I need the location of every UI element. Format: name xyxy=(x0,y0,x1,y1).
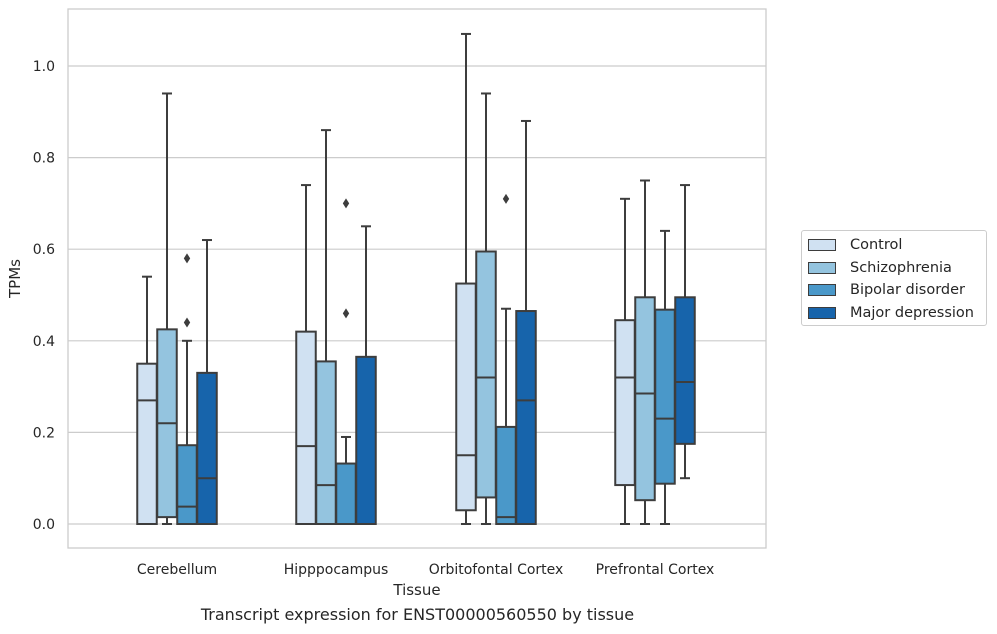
legend-swatch xyxy=(808,239,836,251)
outlier-point xyxy=(342,308,350,319)
legend-label: Control xyxy=(850,237,903,253)
plot-frame xyxy=(67,8,767,549)
outlier-point xyxy=(502,193,510,204)
y-tick-label: 0.0 xyxy=(33,517,55,533)
box-group xyxy=(614,197,636,525)
box-plots xyxy=(136,32,696,526)
box xyxy=(136,362,158,526)
box xyxy=(295,330,317,526)
box-group xyxy=(295,184,317,526)
figure-caption: Transcript expression for ENST0000056055… xyxy=(200,605,635,624)
y-tick-label: 1.0 xyxy=(33,59,55,75)
x-tick-label: Orbitofontal Cortex xyxy=(429,562,564,578)
outlier-point xyxy=(183,253,191,264)
x-tick-label: Cerebellum xyxy=(137,562,217,578)
box-group xyxy=(495,193,517,525)
box xyxy=(495,425,517,525)
y-tick-label: 0.2 xyxy=(33,425,55,441)
box xyxy=(614,319,636,487)
box-group xyxy=(355,225,377,525)
outlier-point xyxy=(183,317,191,328)
y-tick-label: 0.4 xyxy=(33,334,55,350)
box-group xyxy=(634,179,656,525)
box-group xyxy=(156,92,178,525)
box-group xyxy=(654,229,676,525)
legend-label: Major depression xyxy=(850,304,974,321)
legend: Control Schizophrenia Bipolar disorder Majo… xyxy=(801,230,987,326)
x-tick-label: Prefrontal Cortex xyxy=(596,562,715,578)
x-tick-labels: Cerebellum Hipppocampus Orbitofontal Corte… xyxy=(137,562,714,578)
box xyxy=(455,282,477,512)
y-axis-label: TPMs xyxy=(6,259,24,299)
y-tick-labels: 0.0 0.2 0.4 0.6 0.8 1.0 xyxy=(33,59,55,533)
box xyxy=(654,308,676,485)
legend-item: Bipolar disorder xyxy=(808,279,965,301)
box-group xyxy=(515,119,537,525)
box xyxy=(355,355,377,525)
box xyxy=(674,296,696,445)
legend-label: Schizophrenia xyxy=(850,259,952,276)
x-axis-label: Tissue xyxy=(392,581,440,599)
box-group xyxy=(315,129,337,525)
legend-swatch xyxy=(808,284,836,296)
x-tick-label: Hipppocampus xyxy=(284,562,389,578)
box xyxy=(315,360,337,525)
legend-swatch xyxy=(808,261,836,274)
box-group xyxy=(136,275,158,526)
legend-item: Schizophrenia xyxy=(808,257,952,279)
box xyxy=(176,444,198,525)
box xyxy=(634,296,656,502)
box xyxy=(335,462,357,526)
box xyxy=(475,250,497,499)
box-group xyxy=(674,184,696,480)
box xyxy=(515,310,537,525)
legend-item: Control xyxy=(808,234,902,256)
box-group xyxy=(335,198,357,526)
legend-item: Major depression xyxy=(808,302,974,324)
y-tick-label: 0.8 xyxy=(33,151,55,167)
y-tick-label: 0.6 xyxy=(33,242,55,258)
box-group xyxy=(176,253,198,525)
box-group xyxy=(475,92,497,525)
legend-label: Bipolar disorder xyxy=(850,282,965,298)
legend-swatch xyxy=(808,306,836,319)
box xyxy=(196,371,218,525)
box-group xyxy=(196,239,218,525)
outlier-point xyxy=(342,198,350,209)
box-group xyxy=(455,32,477,525)
